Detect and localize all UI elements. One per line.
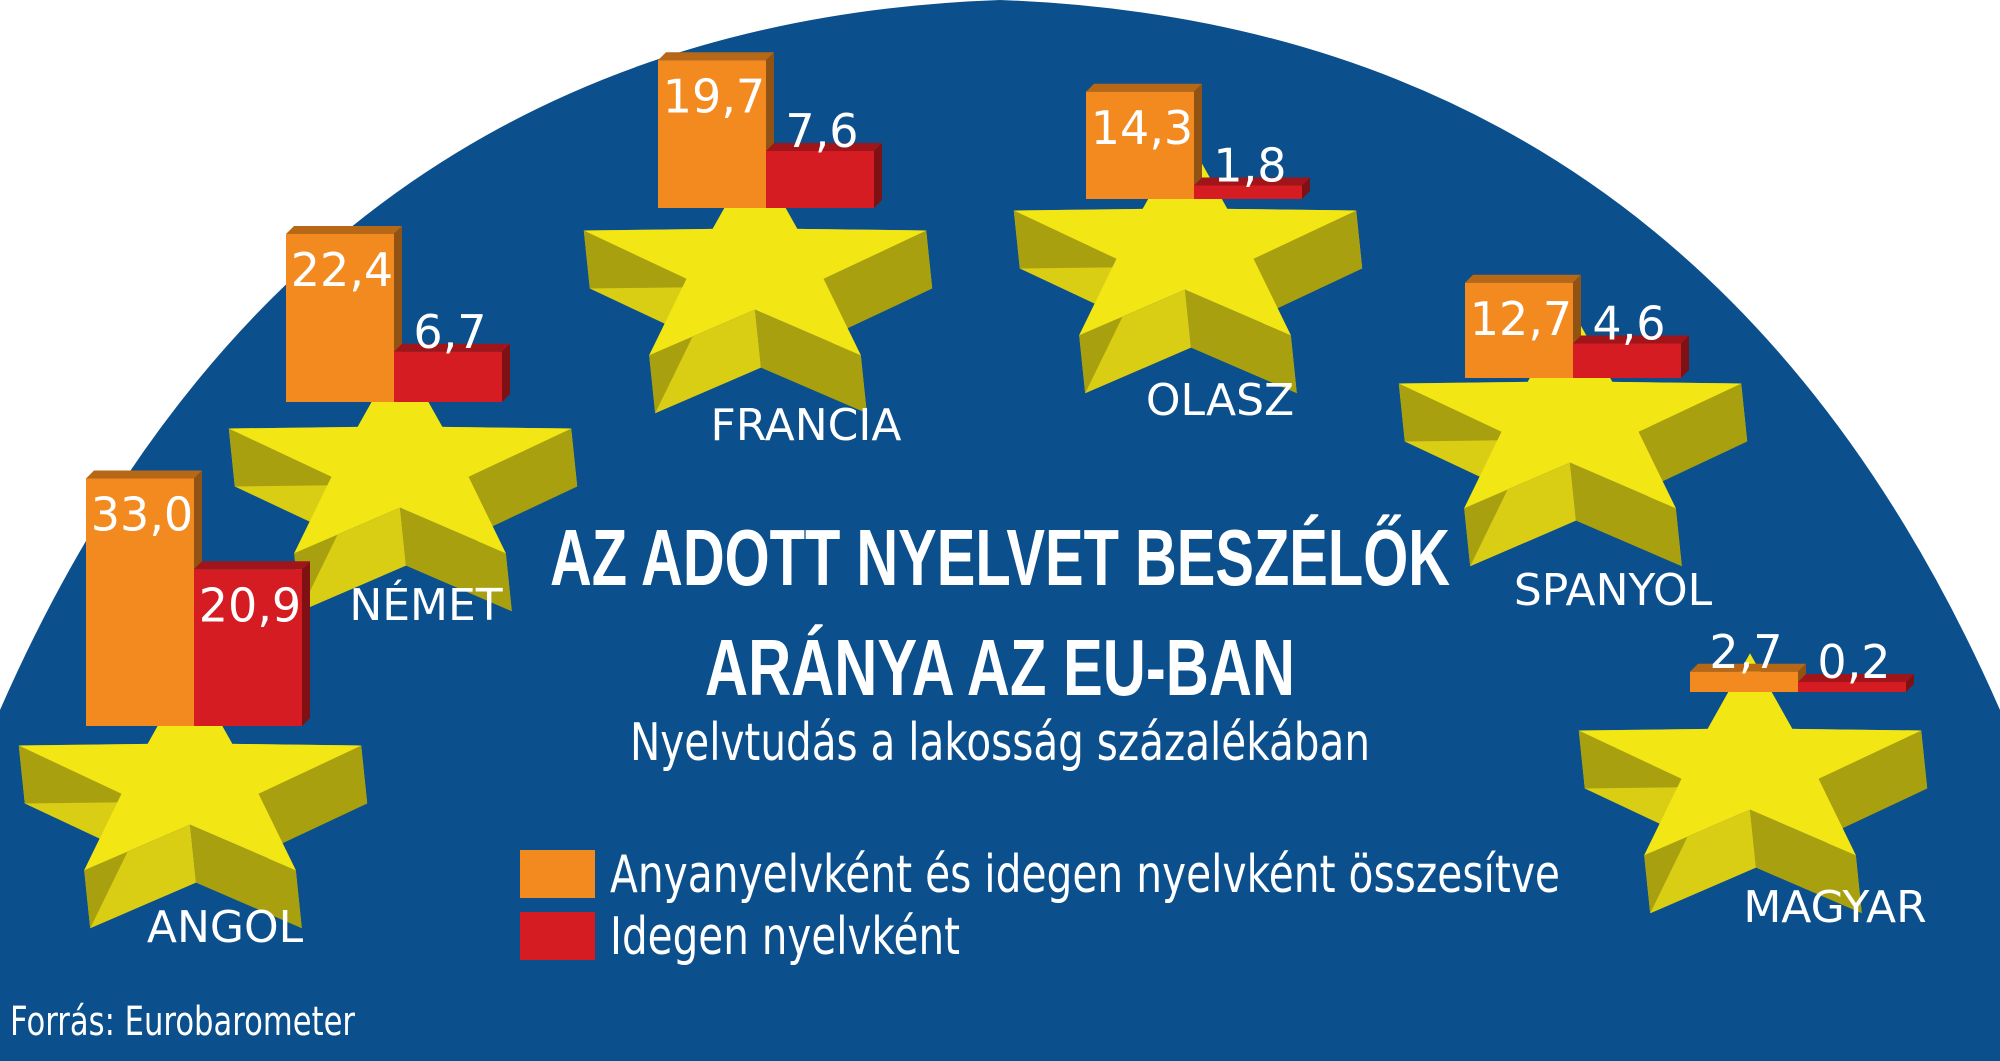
bar-side (1906, 674, 1914, 692)
star-side (755, 309, 867, 414)
star-francia-icon (583, 153, 933, 414)
bar-front (194, 569, 302, 726)
bar-top (1573, 335, 1689, 344)
bar-top (658, 52, 774, 61)
bar-front (1573, 343, 1681, 378)
star-olasz-icon (1013, 133, 1363, 394)
value-label-foreign-olasz: 1,8 (1213, 139, 1286, 193)
star-side (84, 824, 196, 929)
star-side (1253, 210, 1363, 317)
value-label-foreign-angol: 20,9 (199, 578, 301, 632)
bar-front (1194, 185, 1302, 199)
star-side (1644, 809, 1756, 914)
legend: Anyanyelvként és idegen nyelvként összes… (520, 845, 1560, 967)
bar-foreign-magyar (1798, 674, 1914, 692)
value-label-foreign-francia: 7,6 (785, 104, 858, 158)
bar-foreign-francia (766, 143, 882, 208)
value-label-total-olasz: 14,3 (1091, 101, 1193, 155)
star-side (1570, 462, 1682, 567)
category-label-olasz: OLASZ (1146, 375, 1294, 426)
bar-top (86, 470, 202, 479)
star-side (294, 507, 406, 612)
category-label-német: NÉMET (349, 578, 502, 631)
star-side (258, 745, 368, 852)
category-label-magyar: MAGYAR (1743, 882, 1926, 933)
star-side (400, 507, 512, 612)
bar-foreign-olasz (1194, 177, 1310, 199)
star-top (1398, 306, 1742, 509)
star-side (190, 824, 302, 929)
category-label-francia: FRANCIA (711, 400, 902, 451)
value-label-total-magyar: 2,7 (1709, 625, 1782, 679)
legend-swatch-total (520, 850, 595, 898)
star-top (1578, 653, 1922, 856)
star-side (468, 428, 578, 535)
bar-side (1681, 335, 1689, 378)
bar-side (302, 561, 310, 726)
legend-swatch-foreign (520, 912, 595, 960)
bar-top (1086, 83, 1202, 92)
bar-front (766, 151, 874, 208)
value-label-foreign-magyar: 0,2 (1817, 635, 1890, 689)
bar-side (1194, 83, 1202, 199)
bar-total-olasz (1086, 83, 1202, 199)
bars-layer (86, 52, 1914, 726)
star-spanyol-icon (1398, 306, 1748, 567)
bar-side (502, 343, 510, 402)
bar-foreign-német (394, 343, 510, 402)
star-side (1818, 730, 1928, 837)
bar-top (1465, 274, 1581, 283)
bar-front (1798, 682, 1906, 692)
bar-total-magyar (1690, 663, 1806, 692)
category-label-angol: ANGOL (147, 902, 304, 953)
value-label-total-spanyol: 12,7 (1470, 292, 1572, 346)
value-label-foreign-spanyol: 4,6 (1592, 297, 1665, 351)
bar-top (1690, 663, 1806, 672)
bar-total-francia (658, 52, 774, 208)
star-side (1185, 289, 1297, 394)
bar-front (394, 351, 502, 402)
star-top (583, 153, 927, 356)
bar-top (194, 561, 310, 570)
source-note: Forrás: Eurobarometer (10, 999, 355, 1045)
star-top (1013, 133, 1357, 336)
value-label-total-angol: 33,0 (91, 488, 193, 542)
bar-front (658, 60, 766, 208)
bar-top (286, 226, 402, 234)
bar-front (286, 234, 394, 402)
legend-label-foreign: Idegen nyelvként (610, 907, 960, 967)
bar-front (1086, 91, 1194, 199)
star-side (649, 309, 761, 414)
legend-label-total: Anyanyelvként és idegen nyelvként összes… (610, 845, 1560, 905)
chart-title-line2: ARÁNYA AZ EU-BAN (705, 623, 1295, 712)
bar-top (766, 143, 882, 151)
labels-layer: 33,020,9 ANGOL 22,4 6,7 NÉMET 19,7 7,6 FRANCIA 1… (91, 69, 1927, 953)
chart-title: AZ ADOTT NYELVET BESZÉLŐK (550, 513, 1450, 602)
bar-foreign-spanyol (1573, 335, 1689, 378)
star-top (18, 668, 362, 871)
bar-front (1465, 282, 1573, 378)
star-side (1079, 289, 1191, 394)
star-side (1464, 462, 1576, 567)
star-side (823, 230, 933, 337)
value-label-foreign-német: 6,7 (413, 305, 486, 359)
bar-top (1798, 674, 1914, 682)
value-label-total-francia: 19,7 (663, 69, 765, 123)
bar-side (1302, 177, 1310, 199)
star-top (228, 351, 572, 554)
bar-foreign-angol (194, 561, 310, 726)
bar-top (394, 343, 510, 352)
bar-side (874, 143, 882, 208)
star-side (1750, 809, 1862, 914)
chart-subtitle: Nyelvtudás a lakosság százalékában (630, 713, 1370, 773)
value-label-total-német: 22,4 (291, 243, 393, 297)
star-side (1638, 383, 1748, 490)
bar-top (1194, 177, 1310, 186)
category-label-spanyol: SPANYOL (1514, 565, 1713, 616)
bar-front (86, 478, 194, 726)
bar-front (1690, 671, 1798, 692)
